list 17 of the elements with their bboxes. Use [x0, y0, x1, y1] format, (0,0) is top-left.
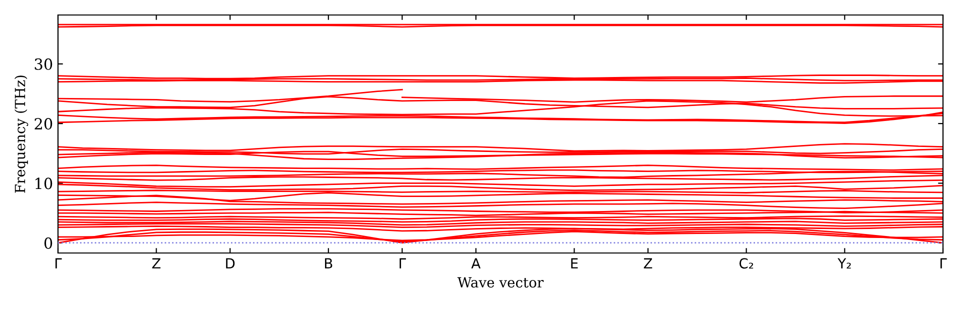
x-tick-label: Γ — [940, 258, 947, 268]
x-tick-label: D — [226, 258, 235, 268]
y-tick-label: 0 — [44, 237, 52, 249]
y-tick-label: 30 — [34, 58, 52, 70]
y-axis-title: Frequency (THz) — [14, 76, 28, 193]
x-tick-label: Z — [644, 258, 652, 268]
x-tick-label: Γ — [400, 258, 406, 268]
x-tick-label: Γ — [55, 258, 62, 268]
x-tick-label: Y₂ — [838, 258, 851, 268]
y-tick-label: 10 — [36, 178, 52, 190]
x-tick-label: B — [325, 258, 332, 268]
x-tick-label: Z — [152, 258, 160, 268]
y-tick-label: 20 — [34, 118, 52, 130]
x-axis-title: Wave vector — [457, 277, 544, 288]
x-tick-label: E — [571, 258, 578, 268]
x-tick-label: A — [471, 258, 481, 268]
x-tick-label: C₂ — [739, 258, 754, 269]
